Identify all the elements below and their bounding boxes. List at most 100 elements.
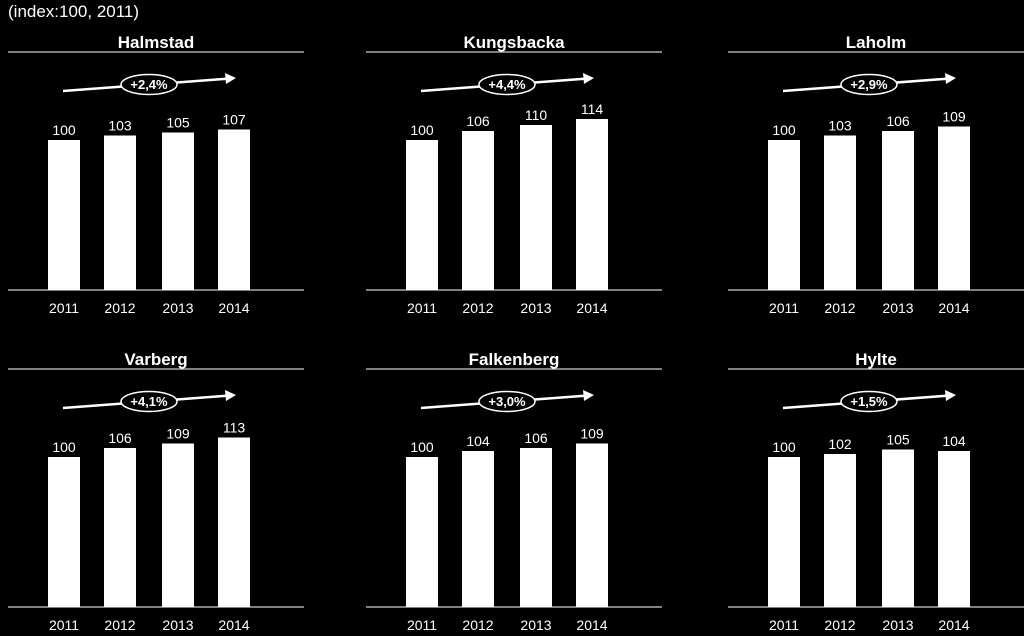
x-tick-label: 2012 xyxy=(824,617,855,633)
x-tick-label: 2011 xyxy=(769,300,799,316)
bar-value-label: 109 xyxy=(166,426,190,442)
cagr-badge xyxy=(120,390,178,413)
bar-value-label: 109 xyxy=(580,426,604,442)
bar xyxy=(406,457,438,607)
bar xyxy=(162,132,194,290)
x-tick-label: 2014 xyxy=(218,300,249,316)
bar-value-label: 102 xyxy=(828,436,852,452)
bar-value-label: 100 xyxy=(52,439,76,455)
cagr-badge xyxy=(120,73,178,96)
bar-value-label: 103 xyxy=(108,118,132,134)
arrowhead-icon xyxy=(945,73,956,84)
cagr-label: +4,4% xyxy=(488,77,526,92)
bar-value-label: 110 xyxy=(525,107,548,123)
panel-title: Halmstad xyxy=(118,33,195,52)
bar xyxy=(520,125,552,290)
bar xyxy=(104,448,136,607)
x-tick-label: 2013 xyxy=(162,300,193,316)
cagr-label: +3,0% xyxy=(488,394,526,409)
bar xyxy=(462,131,494,290)
chart-subtitle: (index:100, 2011) xyxy=(8,2,140,21)
bar xyxy=(48,140,80,290)
bar xyxy=(162,443,194,607)
bar xyxy=(768,457,800,607)
x-tick-label: 2011 xyxy=(407,617,437,633)
bar-value-label: 100 xyxy=(410,439,434,455)
bar xyxy=(882,449,914,607)
bar-value-label: 109 xyxy=(942,109,966,125)
bar-value-label: 100 xyxy=(410,122,434,138)
panel-title: Laholm xyxy=(846,33,906,52)
x-tick-label: 2012 xyxy=(462,617,493,633)
bar xyxy=(48,457,80,607)
bar xyxy=(938,126,970,290)
chart-panel-varberg: Varberg +4,1% 100 2011 106 2012 109 2013 113 2014 xyxy=(8,350,304,633)
x-tick-label: 2014 xyxy=(938,617,969,633)
panel-title: Hylte xyxy=(855,350,897,369)
x-tick-label: 2013 xyxy=(520,300,551,316)
bar xyxy=(938,451,970,607)
x-tick-label: 2013 xyxy=(520,617,551,633)
bar-value-label: 113 xyxy=(223,420,246,436)
x-tick-label: 2012 xyxy=(104,617,135,633)
chart-panel-falkenberg: Falkenberg +3,0% 100 2011 104 2012 106 2013 109 2… xyxy=(366,350,662,633)
bar xyxy=(104,135,136,290)
bar-value-label: 106 xyxy=(108,430,132,446)
bar-value-label: 104 xyxy=(942,433,966,449)
bar-value-label: 114 xyxy=(581,101,604,117)
arrowhead-icon xyxy=(583,73,594,84)
bar-value-label: 106 xyxy=(466,113,490,129)
x-tick-label: 2014 xyxy=(218,617,249,633)
cagr-badge xyxy=(478,390,536,413)
bar xyxy=(218,129,250,290)
bar-value-label: 106 xyxy=(886,113,910,129)
bar xyxy=(882,131,914,290)
cagr-label: +2,4% xyxy=(130,77,168,92)
bar xyxy=(520,448,552,607)
chart-panel-laholm: Laholm +2,9% 100 2011 103 2012 106 2013 109 2014 xyxy=(728,33,1024,316)
bar-value-label: 105 xyxy=(886,432,910,448)
cagr-label: +2,9% xyxy=(850,77,888,92)
bar xyxy=(406,140,438,290)
bar-value-label: 106 xyxy=(524,430,548,446)
x-tick-label: 2014 xyxy=(576,617,607,633)
cagr-badge xyxy=(840,390,898,413)
bar xyxy=(824,135,856,290)
x-tick-label: 2011 xyxy=(407,300,437,316)
x-tick-label: 2012 xyxy=(824,300,855,316)
arrowhead-icon xyxy=(225,390,236,401)
bar-value-label: 100 xyxy=(52,122,76,138)
arrowhead-icon xyxy=(225,73,236,84)
bar-value-label: 104 xyxy=(466,433,490,449)
cagr-badge xyxy=(840,73,898,96)
bar xyxy=(824,454,856,607)
x-tick-label: 2011 xyxy=(49,617,79,633)
arrowhead-icon xyxy=(583,390,594,401)
bar xyxy=(768,140,800,290)
x-tick-label: 2014 xyxy=(576,300,607,316)
chart-panel-halmstad: Halmstad +2,4% 100 2011 103 2012 105 2013 107 201… xyxy=(8,33,304,316)
bar-value-label: 100 xyxy=(772,122,796,138)
bar-value-label: 100 xyxy=(772,439,796,455)
cagr-label: +4,1% xyxy=(130,394,168,409)
cagr-label: +1,5% xyxy=(850,394,888,409)
x-tick-label: 2011 xyxy=(49,300,79,316)
panel-title: Kungsbacka xyxy=(463,33,565,52)
x-tick-label: 2013 xyxy=(882,300,913,316)
chart-panel-kungsbacka: Kungsbacka +4,4% 100 2011 106 2012 110 2013 114 2… xyxy=(366,33,662,316)
x-tick-label: 2014 xyxy=(938,300,969,316)
bar-value-label: 105 xyxy=(166,115,190,131)
chart-panel-hylte: Hylte +1,5% 100 2011 102 2012 105 2013 104 2014 xyxy=(728,350,1024,633)
panel-title: Varberg xyxy=(124,350,187,369)
bar-value-label: 107 xyxy=(222,112,246,128)
cagr-badge xyxy=(478,73,536,96)
bar xyxy=(218,437,250,607)
bar xyxy=(576,119,608,290)
bar xyxy=(576,443,608,607)
x-tick-label: 2012 xyxy=(462,300,493,316)
bar xyxy=(462,451,494,607)
x-tick-label: 2012 xyxy=(104,300,135,316)
x-tick-label: 2013 xyxy=(882,617,913,633)
arrowhead-icon xyxy=(945,390,956,401)
